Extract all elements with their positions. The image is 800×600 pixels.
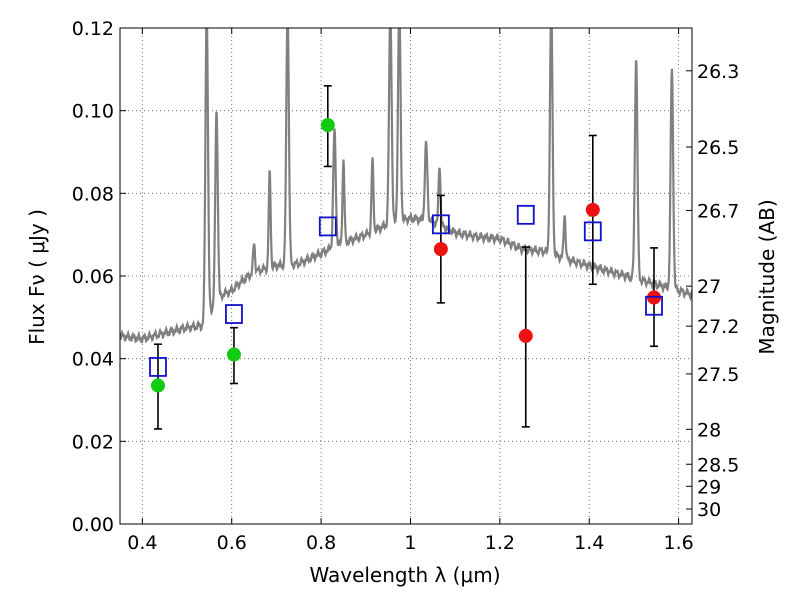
y-axis-right-label: Magnitude (AB) bbox=[755, 199, 779, 354]
x-tick-label: 0.6 bbox=[217, 532, 247, 554]
red-data-point bbox=[585, 202, 600, 217]
red-data-point bbox=[518, 328, 533, 343]
x-tick-label: 0.4 bbox=[127, 532, 157, 554]
model-square-marker bbox=[583, 221, 602, 242]
x-tick-label: 1.2 bbox=[485, 532, 515, 554]
model-square-marker bbox=[645, 295, 663, 316]
y-tick-label: 0.06 bbox=[72, 266, 114, 288]
right-tick-label: 27.2 bbox=[697, 316, 739, 338]
right-tick-label: 28 bbox=[697, 419, 721, 441]
grid-lines bbox=[120, 28, 692, 524]
x-axis-label: Wavelength λ (μm) bbox=[309, 563, 500, 587]
model-square-marker bbox=[516, 204, 535, 225]
green-data-point bbox=[226, 347, 241, 362]
marker-group bbox=[149, 118, 663, 393]
tick-labels: 0.4 0.6 0.8 1 1.2 1.4 1.6 0.00 0.02 0.04 0.06 0.08 0… bbox=[72, 18, 740, 554]
x-tick-label: 0.8 bbox=[306, 532, 336, 554]
model-square-marker bbox=[318, 216, 337, 237]
right-tick-label: 27 bbox=[697, 276, 721, 298]
right-tick-label: 28.5 bbox=[697, 454, 739, 476]
right-tick-label: 26.7 bbox=[697, 200, 739, 222]
right-tick-label: 26.3 bbox=[697, 61, 739, 83]
model-square-marker bbox=[225, 304, 243, 324]
y-tick-label: 0.00 bbox=[72, 514, 114, 536]
right-tick-label: 30 bbox=[697, 499, 721, 521]
green-data-point bbox=[150, 378, 165, 393]
y-tick-label: 0.02 bbox=[72, 431, 114, 453]
y-tick-label: 0.10 bbox=[72, 101, 114, 123]
tick-marks bbox=[120, 27, 692, 525]
green-data-point bbox=[320, 118, 335, 133]
spectrum-group bbox=[120, 28, 692, 344]
y-axis-label: Flux Fν ( μJy ) bbox=[25, 209, 49, 345]
y-tick-label: 0.08 bbox=[72, 183, 114, 205]
right-tick-label: 27.5 bbox=[697, 364, 739, 386]
right-tick-label: 29 bbox=[697, 476, 721, 498]
y-tick-label: 0.12 bbox=[72, 18, 114, 40]
model-square-marker bbox=[431, 214, 450, 235]
x-tick-label: 1 bbox=[404, 532, 416, 554]
model-square-marker bbox=[149, 357, 167, 377]
x-tick-label: 1.4 bbox=[574, 532, 604, 554]
right-tick-label: 26.5 bbox=[697, 137, 739, 159]
spectrum-line bbox=[120, 28, 692, 344]
red-data-point bbox=[433, 242, 448, 257]
y-tick-label: 0.04 bbox=[72, 349, 114, 371]
errorbar-group bbox=[153, 85, 659, 430]
x-tick-label: 1.6 bbox=[663, 532, 693, 554]
